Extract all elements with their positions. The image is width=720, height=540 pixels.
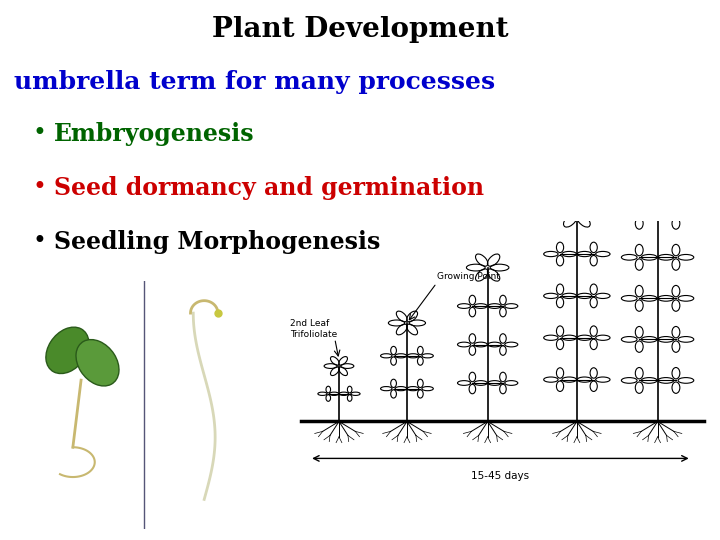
- Text: Growing Point: Growing Point: [436, 272, 500, 281]
- Text: D: D: [196, 512, 204, 522]
- Text: •: •: [32, 176, 46, 199]
- Text: Embryogenesis: Embryogenesis: [54, 122, 255, 145]
- Text: •: •: [32, 122, 46, 145]
- Text: WT: WT: [171, 507, 193, 519]
- Text: Seed dormancy and germination: Seed dormancy and germination: [54, 176, 484, 199]
- Text: Plant Development: Plant Development: [212, 16, 508, 43]
- Text: •: •: [32, 230, 46, 253]
- Text: umbrella term for many processes: umbrella term for many processes: [14, 70, 495, 94]
- Text: WT: WT: [34, 507, 56, 519]
- Text: Seedling Morphogenesis: Seedling Morphogenesis: [54, 230, 380, 253]
- Ellipse shape: [46, 327, 89, 374]
- Text: L: L: [59, 512, 65, 522]
- Ellipse shape: [76, 340, 119, 386]
- Text: 2nd Leaf
Trifoliolate: 2nd Leaf Trifoliolate: [290, 320, 338, 339]
- Text: 15-45 days: 15-45 days: [472, 471, 529, 481]
